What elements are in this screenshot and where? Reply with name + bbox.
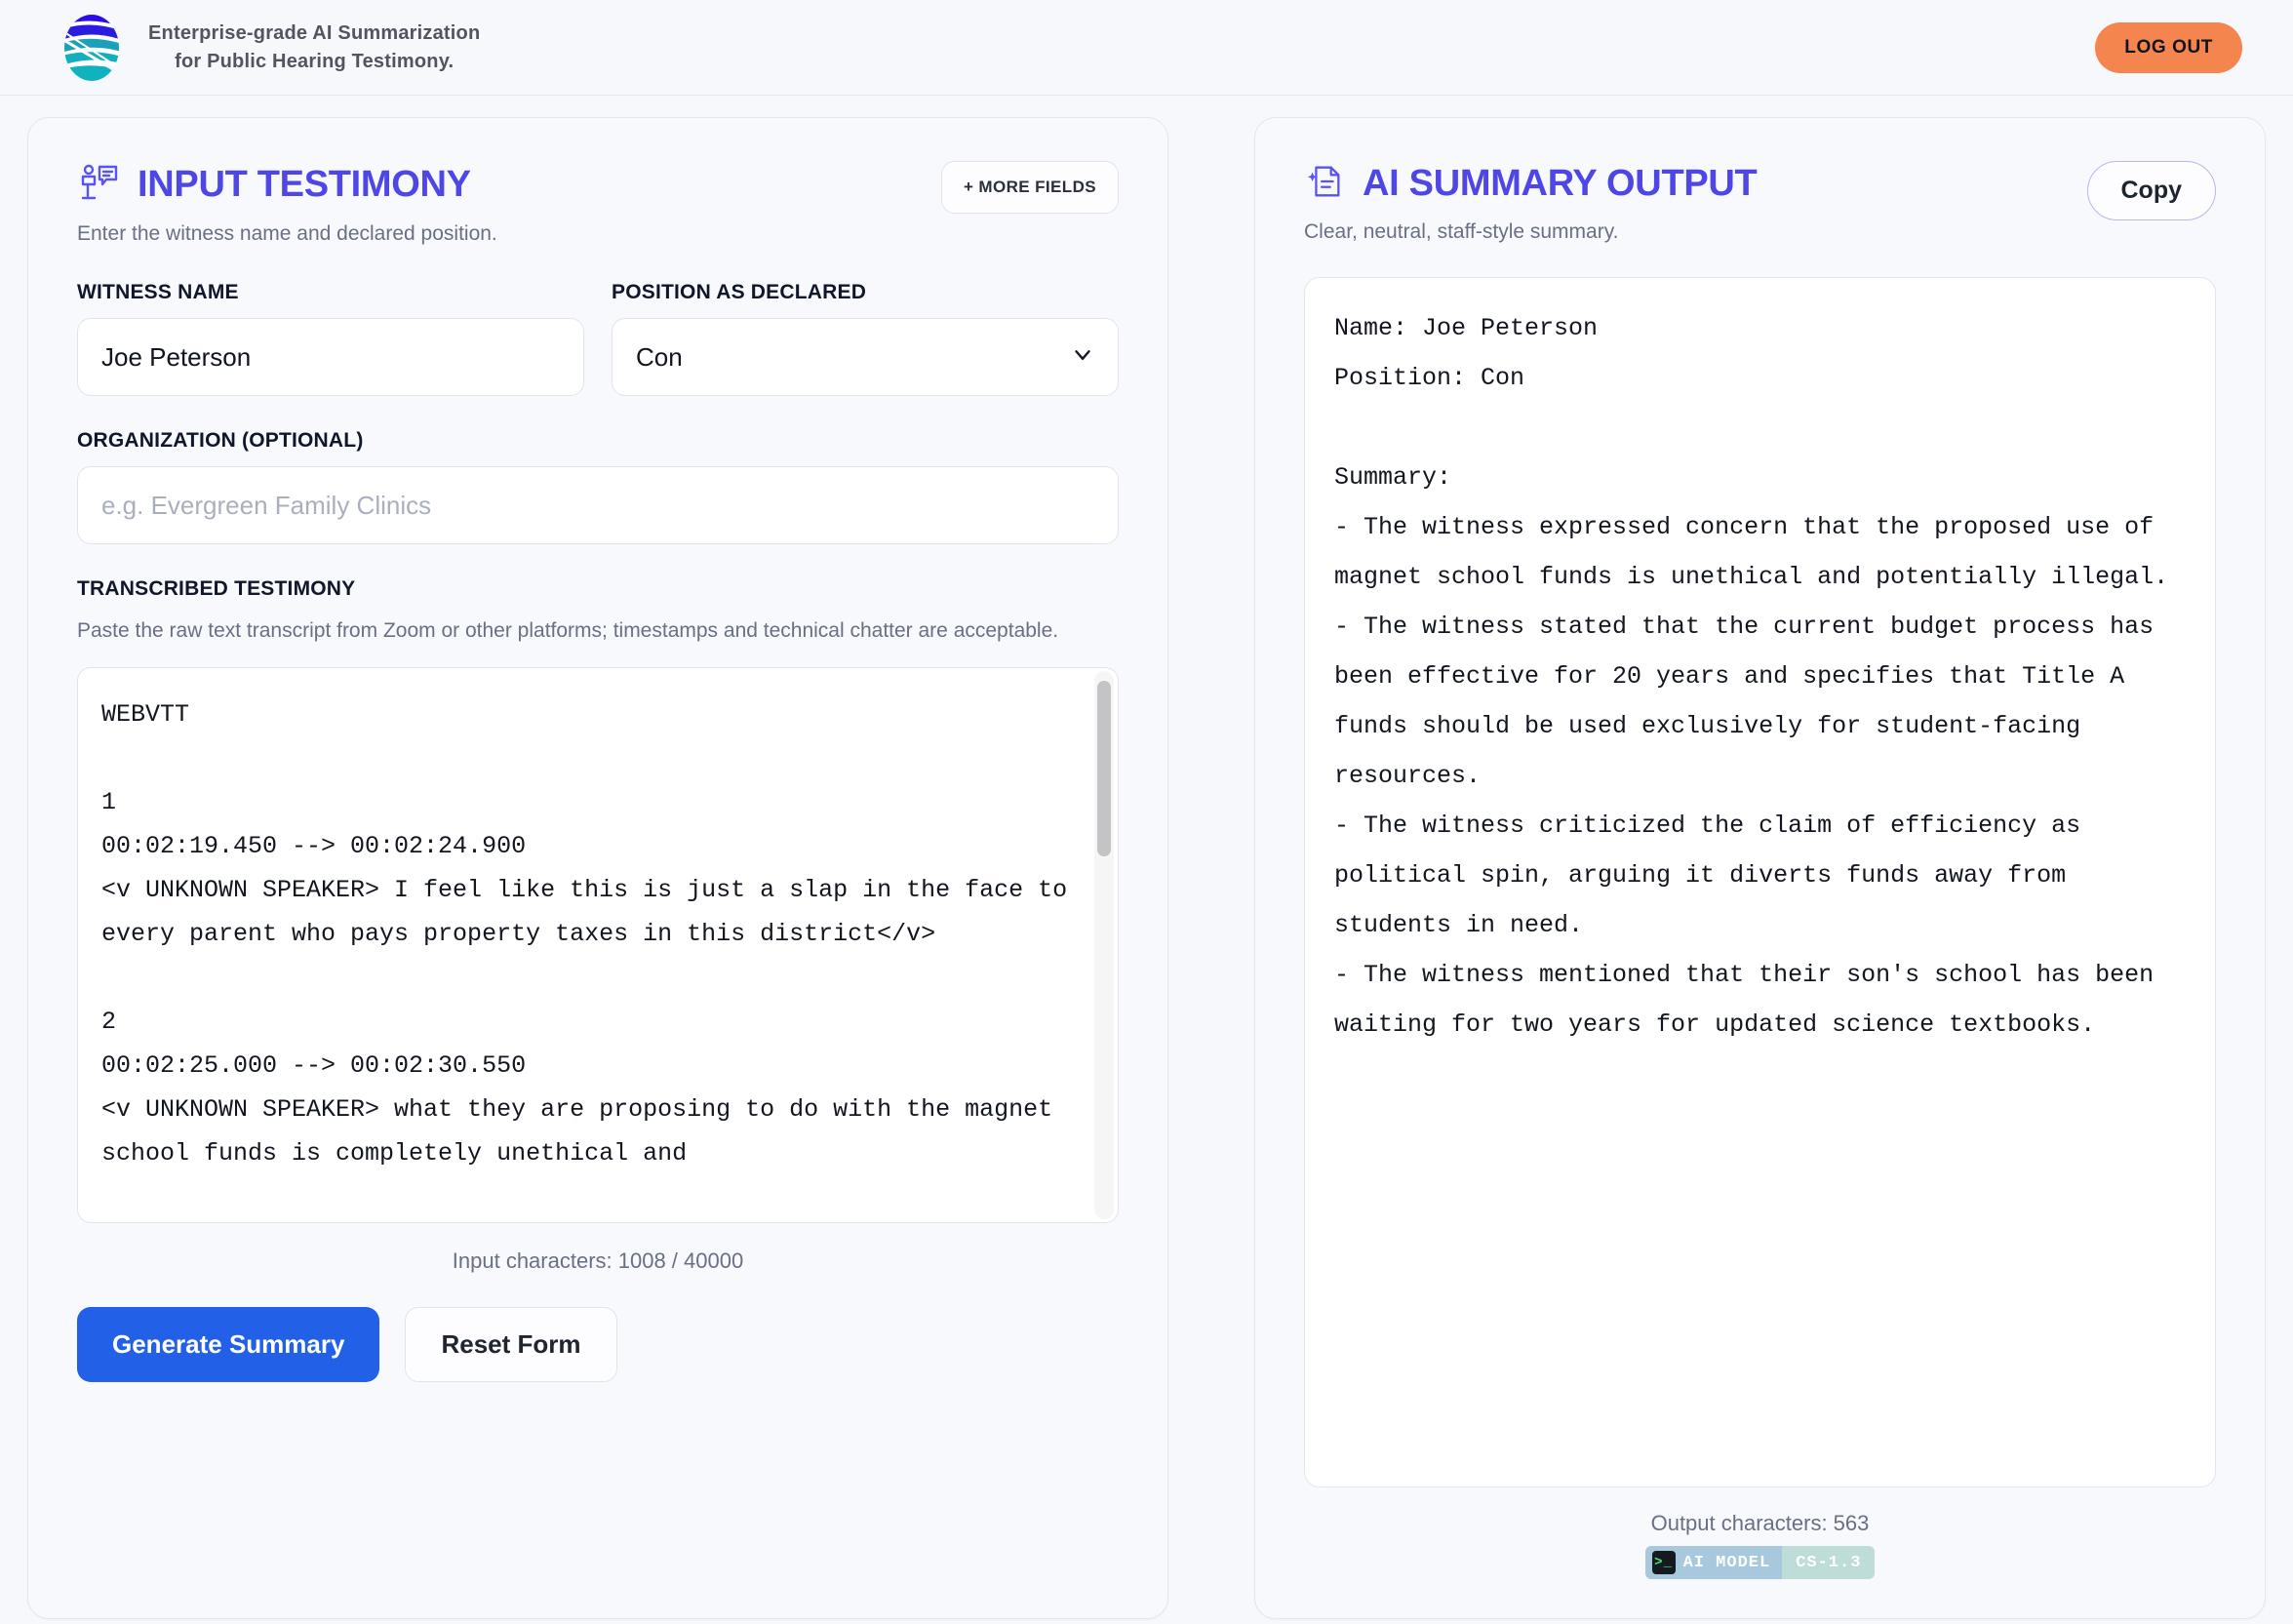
position-label: POSITION AS DECLARED — [612, 281, 867, 303]
output-panel-heading-block: AI SUMMARY OUTPUT Clear, neutral, staff-… — [1304, 161, 1758, 244]
input-panel-heading-block: INPUT TESTIMONY Enter the witness name a… — [77, 161, 497, 246]
output-panel-header: AI SUMMARY OUTPUT Clear, neutral, staff-… — [1304, 161, 2216, 244]
brand: Enterprise-grade AI Summarization for Pu… — [59, 11, 480, 85]
witness-name-field-group: WITNESS NAME — [77, 281, 584, 396]
main-stage: INPUT TESTIMONY Enter the witness name a… — [0, 96, 2293, 1624]
copy-button[interactable]: Copy — [2086, 161, 2216, 220]
globe-logo-icon — [59, 11, 125, 85]
witness-name-input[interactable] — [77, 318, 584, 396]
summary-output-text: Name: Joe Peterson Position: Con Summary… — [1334, 314, 2169, 1039]
podium-speech-icon — [77, 161, 120, 209]
transcript-helper-text: Paste the raw text transcript from Zoom … — [77, 619, 1059, 642]
output-panel-subtitle: Clear, neutral, staff-style summary. — [1304, 220, 1619, 243]
ai-model-badge-value: CS-1.3 — [1782, 1546, 1876, 1579]
brand-line-1: Enterprise-grade AI Summarization — [148, 21, 481, 44]
logout-button[interactable]: LOG OUT — [2095, 21, 2242, 73]
input-panel-header: INPUT TESTIMONY Enter the witness name a… — [77, 161, 1119, 246]
brand-text: Enterprise-grade AI Summarization for Pu… — [148, 20, 480, 76]
form-actions: Generate Summary Reset Form — [77, 1307, 1119, 1383]
name-position-row: WITNESS NAME POSITION AS DECLARED Con — [77, 281, 1119, 396]
more-fields-button[interactable]: + MORE FIELDS — [940, 161, 1119, 214]
organization-field-group: ORGANIZATION (OPTIONAL) — [77, 429, 1119, 544]
transcript-scrollbar-thumb[interactable] — [1097, 681, 1111, 857]
output-char-counter: Output characters: 563 — [1650, 1511, 1870, 1535]
transcript-scrollbar[interactable] — [1094, 671, 1114, 1220]
organization-label: ORGANIZATION (OPTIONAL) — [77, 429, 364, 452]
position-field-group: POSITION AS DECLARED Con — [612, 281, 1119, 396]
position-select[interactable]: Con — [612, 318, 1119, 396]
output-panel-title: AI SUMMARY OUTPUT — [1363, 163, 1758, 204]
witness-name-label: WITNESS NAME — [77, 281, 239, 303]
ai-model-badge: >_ AI MODEL CS-1.3 — [1644, 1546, 1876, 1579]
ai-model-badge-label-side: >_ AI MODEL — [1644, 1546, 1783, 1579]
reset-form-button[interactable]: Reset Form — [405, 1307, 617, 1383]
transcript-field-group: TRANSCRIBED TESTIMONY Paste the raw text… — [77, 577, 1119, 1224]
organization-input[interactable] — [77, 466, 1119, 544]
ai-document-icon — [1304, 161, 1345, 207]
transcript-label: TRANSCRIBED TESTIMONY — [77, 577, 356, 600]
summary-output-box[interactable]: Name: Joe Peterson Position: Con Summary… — [1304, 277, 2216, 1487]
input-panel-title: INPUT TESTIMONY — [138, 164, 471, 205]
brand-line-2: for Public Hearing Testimony. — [175, 50, 455, 72]
generate-summary-button[interactable]: Generate Summary — [77, 1307, 380, 1383]
input-testimony-panel: INPUT TESTIMONY Enter the witness name a… — [27, 117, 1168, 1619]
input-panel-subtitle: Enter the witness name and declared posi… — [77, 222, 497, 245]
app-header: Enterprise-grade AI Summarization for Pu… — [0, 0, 2293, 96]
transcript-textarea-wrap: WEBVTT 1 00:02:19.450 --> 00:02:24.900 <… — [77, 667, 1119, 1224]
ai-summary-panel: AI SUMMARY OUTPUT Clear, neutral, staff-… — [1254, 117, 2266, 1619]
terminal-icon: >_ — [1651, 1551, 1676, 1574]
ai-model-badge-row: >_ AI MODEL CS-1.3 — [1304, 1546, 2216, 1579]
transcript-textarea[interactable]: WEBVTT 1 00:02:19.450 --> 00:02:24.900 <… — [78, 668, 1118, 1223]
ai-model-badge-label: AI MODEL — [1682, 1553, 1771, 1572]
input-char-counter: Input characters: 1008 / 40000 — [452, 1248, 744, 1274]
